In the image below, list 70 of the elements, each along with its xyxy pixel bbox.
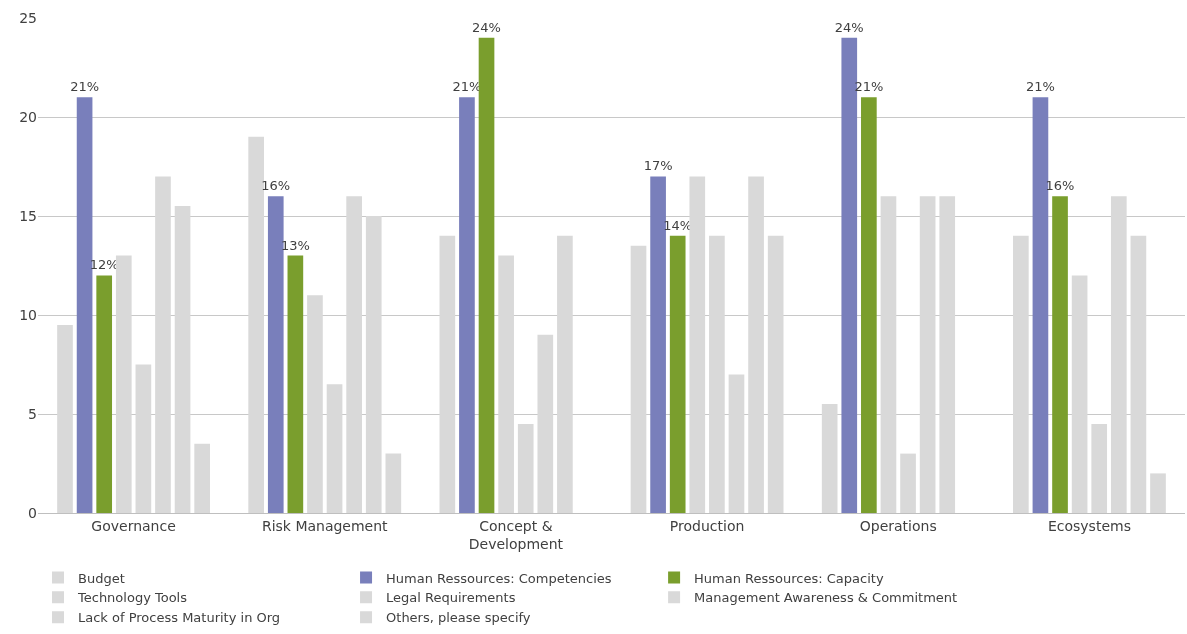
data-label: 17% — [643, 158, 673, 174]
bar — [900, 453, 916, 513]
y-tick-label: 5 — [28, 405, 37, 422]
bar — [939, 196, 956, 513]
bar — [1091, 423, 1108, 513]
bar — [1150, 473, 1166, 513]
bar — [537, 334, 554, 513]
legend-label: Budget — [78, 570, 125, 586]
bar — [174, 206, 191, 513]
bar — [1032, 97, 1049, 513]
bar — [459, 97, 475, 513]
bar — [821, 404, 838, 513]
bar — [1013, 235, 1029, 513]
x-tick-label: Risk Management — [261, 517, 389, 534]
bar — [767, 235, 784, 513]
y-tick-label: 25 — [19, 9, 37, 26]
bar — [365, 216, 382, 513]
bar — [326, 384, 343, 513]
data-label: 21% — [1025, 79, 1055, 95]
bar — [861, 97, 877, 513]
data-label: 24% — [472, 19, 501, 35]
bar — [155, 176, 171, 513]
x-tick-label: Operations — [859, 517, 937, 534]
y-tick-label: 15 — [19, 207, 37, 224]
bar — [669, 235, 686, 513]
bar — [76, 97, 93, 513]
bar — [517, 423, 534, 513]
bar — [650, 176, 666, 513]
bar — [748, 176, 764, 513]
bar — [478, 37, 495, 513]
bar — [307, 295, 323, 513]
x-tick-label: Concept & Development — [468, 517, 564, 552]
bar — [96, 275, 113, 513]
x-tick-label: Production — [669, 517, 745, 534]
bar — [709, 235, 725, 513]
bar — [880, 196, 897, 513]
bar — [1071, 275, 1088, 513]
bar — [689, 176, 706, 513]
y-tick-label: 10 — [19, 306, 37, 323]
legend-label: Human Ressources: Competencies — [386, 570, 612, 586]
bar — [194, 443, 210, 513]
legend-label: Human Ressources: Capacity — [694, 570, 884, 586]
bar — [385, 453, 402, 513]
x-tick-label: Governance — [91, 517, 176, 534]
data-label: 24% — [834, 19, 864, 35]
data-label: 16% — [261, 178, 291, 194]
bar — [57, 324, 73, 513]
bar — [919, 196, 936, 513]
bar — [1052, 196, 1068, 513]
y-tick-label: 0 — [28, 504, 37, 521]
x-tick-label: Ecosystems — [1047, 517, 1131, 534]
y-tick-label: 20 — [19, 108, 37, 125]
bar — [115, 255, 132, 513]
bar — [1110, 196, 1127, 513]
data-label: 21% — [70, 79, 100, 95]
bar — [346, 196, 362, 513]
bar — [630, 245, 647, 513]
bar — [439, 235, 456, 513]
legend-label: Lack of Process Maturity in Org — [78, 610, 281, 626]
bar — [557, 235, 573, 513]
bar — [1130, 235, 1147, 513]
bar — [287, 255, 304, 513]
bar — [728, 374, 745, 513]
bar — [135, 364, 152, 513]
legend-label: Others, please specify — [386, 610, 531, 626]
legend-label: Legal Requirements — [386, 590, 516, 606]
legend-label: Technology Tools — [77, 590, 188, 606]
bar — [267, 196, 284, 513]
legend-label: Management Awareness & Commitment — [694, 590, 958, 606]
bar — [498, 255, 514, 513]
